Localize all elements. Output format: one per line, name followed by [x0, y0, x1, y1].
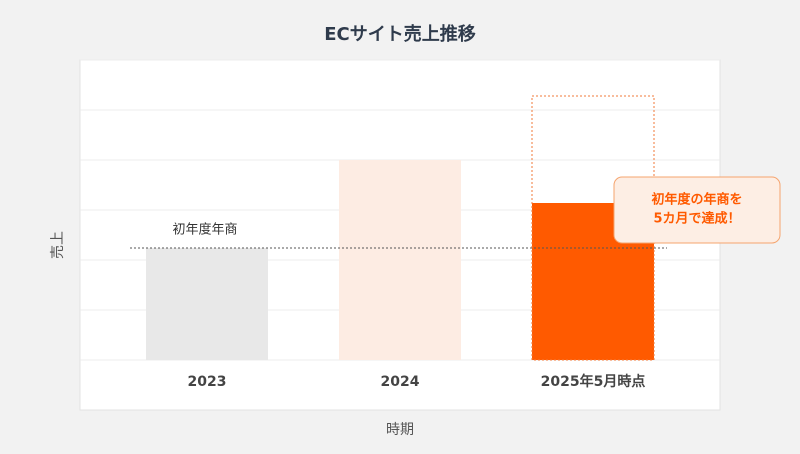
bar: [146, 248, 268, 360]
x-axis-label: 時期: [386, 422, 414, 438]
y-axis-label: 売上: [50, 231, 66, 259]
chart-title: ECサイト売上推移: [324, 23, 476, 45]
callout-box: [613, 176, 781, 244]
reference-label: 初年度年商: [172, 222, 237, 238]
callout-text: 初年度の年商を: [651, 192, 742, 208]
callout-text: 5カ月で達成！: [653, 211, 740, 227]
x-tick-label: 2025年5月時点: [541, 373, 646, 390]
x-tick-label: 2024: [381, 374, 420, 390]
bar: [339, 160, 461, 360]
x-tick-label: 2023: [188, 374, 227, 390]
